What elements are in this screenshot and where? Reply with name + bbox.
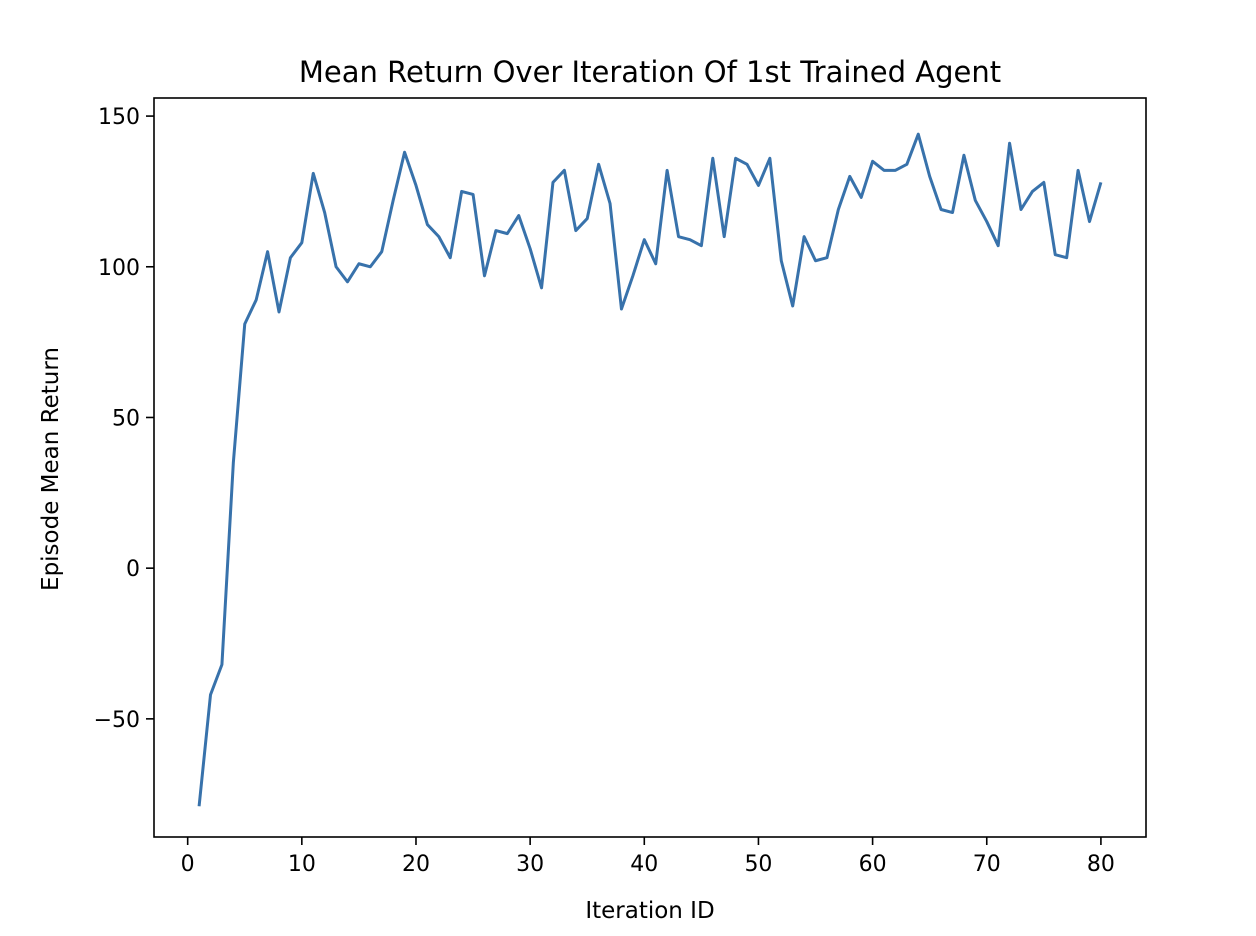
x-tick-label: 70 bbox=[973, 852, 1001, 877]
plot-area-frame bbox=[153, 97, 1147, 838]
y-tick-label: −50 bbox=[94, 708, 140, 733]
x-tick-label: 50 bbox=[744, 852, 772, 877]
y-axis-label: Episode Mean Return bbox=[38, 347, 64, 591]
y-axis-ticks: −50 0 50 100 150 bbox=[94, 105, 154, 733]
data-series bbox=[197, 132, 1103, 807]
x-tick-label: 40 bbox=[630, 852, 658, 877]
series-line bbox=[197, 132, 1103, 807]
y-tick-label: 100 bbox=[98, 256, 140, 281]
x-tick-label: 10 bbox=[288, 852, 316, 877]
x-axis-label: Iteration ID bbox=[585, 898, 714, 924]
x-tick-label: 80 bbox=[1087, 852, 1115, 877]
x-tick-label: 0 bbox=[181, 852, 195, 877]
x-tick-label: 60 bbox=[859, 852, 887, 877]
x-tick-label: 20 bbox=[402, 852, 430, 877]
x-axis-ticks: 0 10 20 30 40 50 60 70 80 bbox=[181, 837, 1115, 877]
y-tick-label: 150 bbox=[98, 105, 140, 130]
x-tick-label: 30 bbox=[516, 852, 544, 877]
y-tick-label: 50 bbox=[112, 406, 140, 431]
y-tick-label: 0 bbox=[126, 557, 140, 582]
chart-title: Mean Return Over Iteration Of 1st Traine… bbox=[299, 55, 1001, 89]
